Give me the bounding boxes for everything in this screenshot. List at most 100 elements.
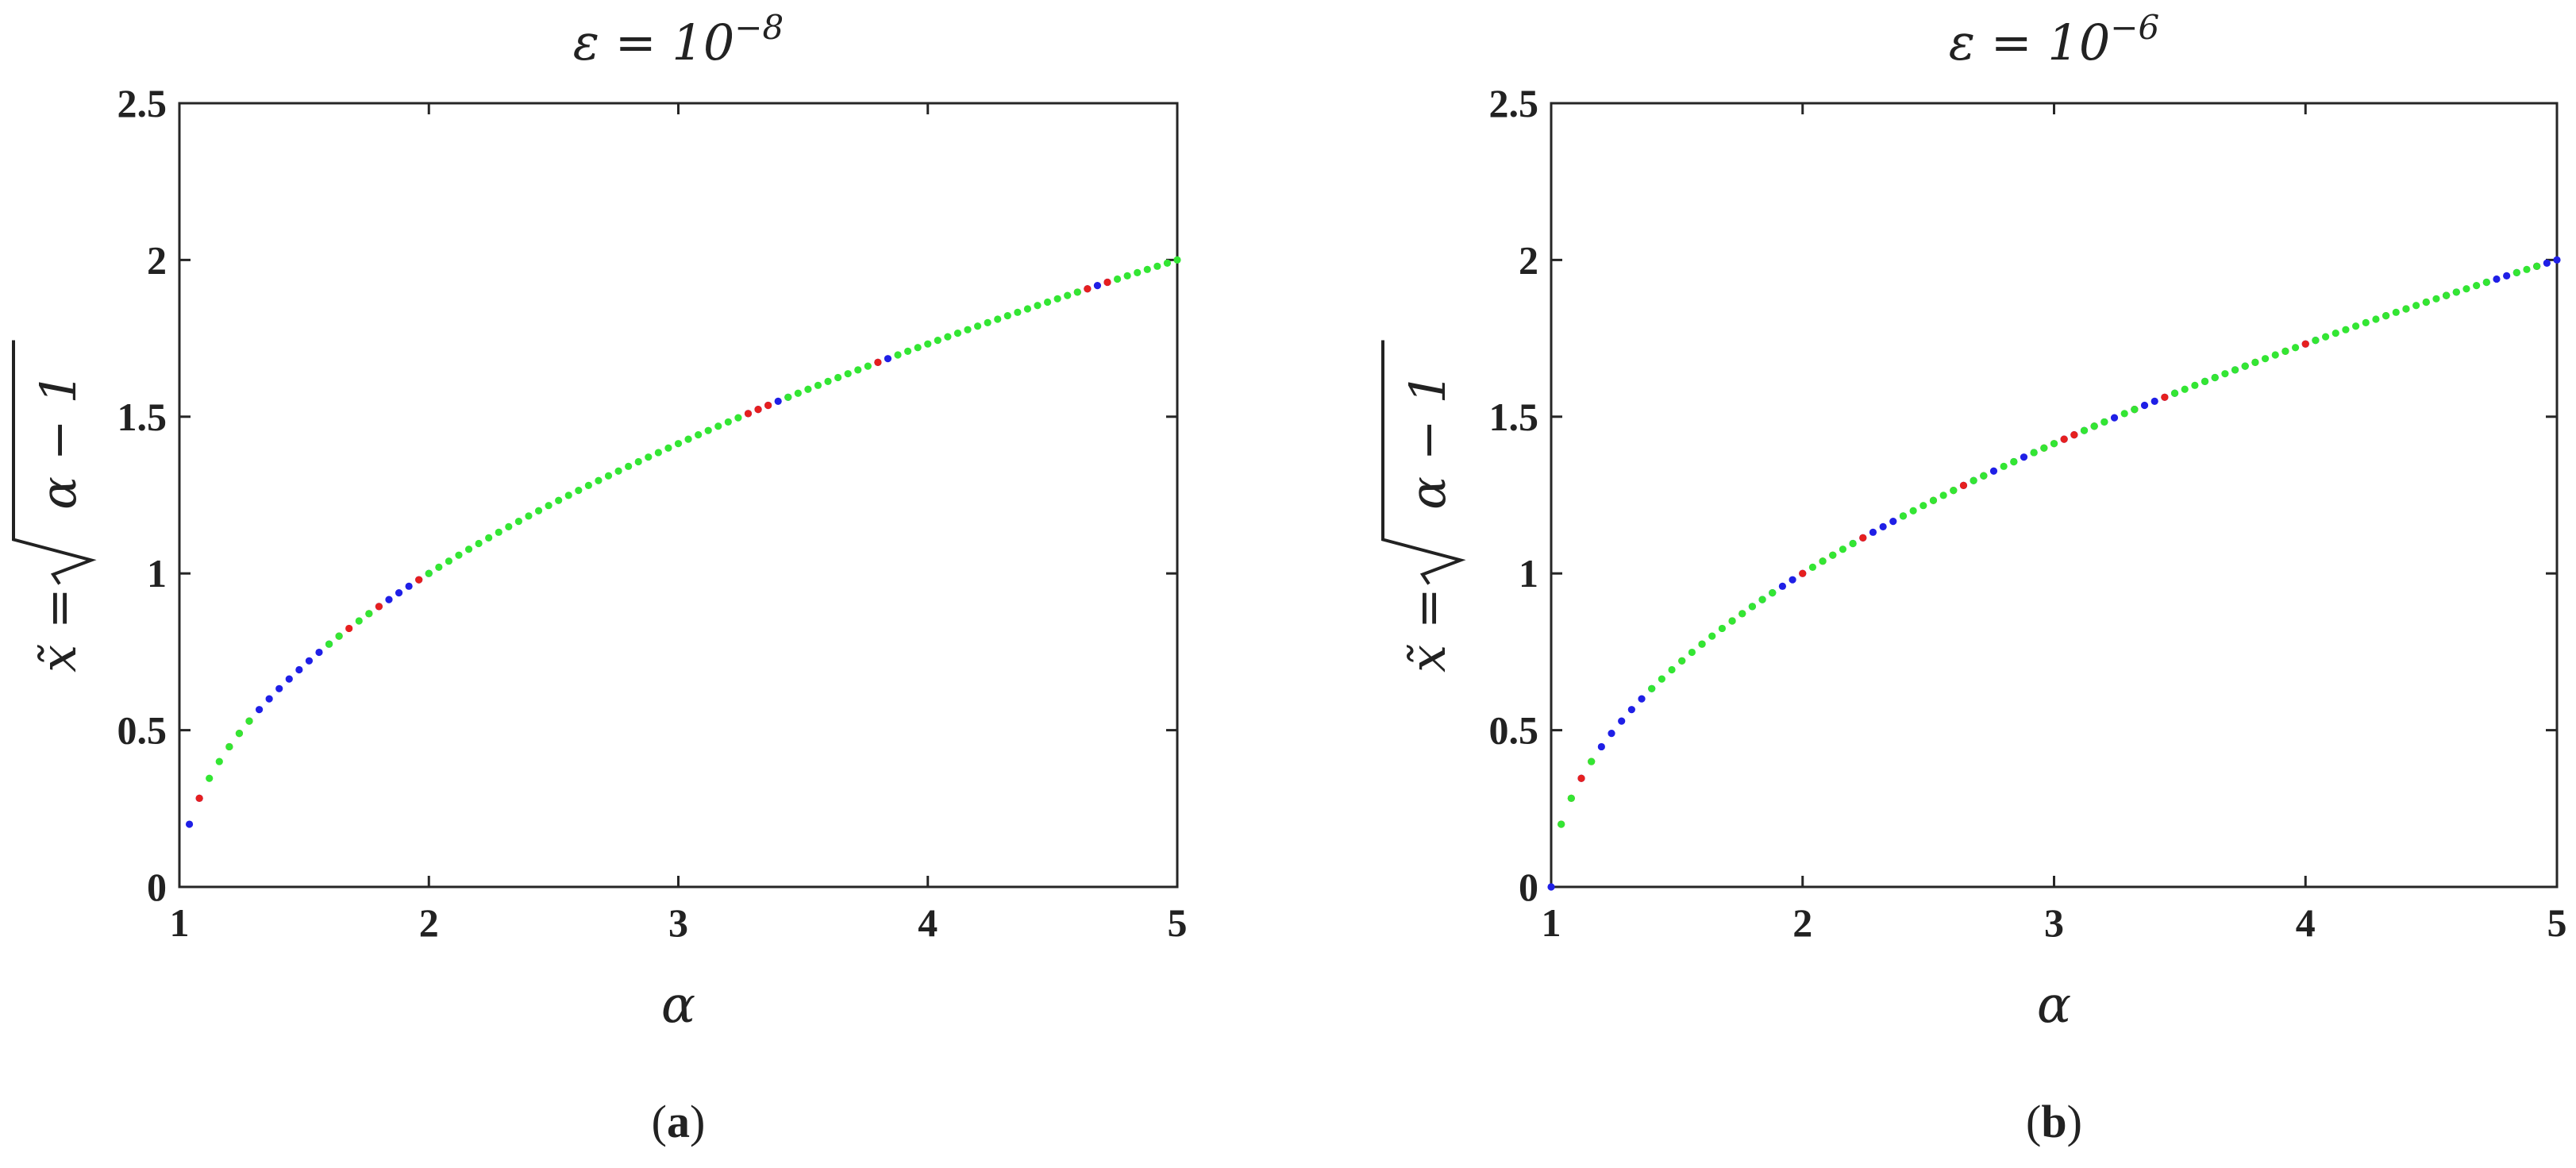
data-point-blue <box>1778 582 1787 590</box>
data-point-green <box>1064 291 1072 299</box>
data-point-red <box>2301 340 2309 348</box>
data-point-green <box>1728 617 1736 625</box>
x-axis-label: α <box>2037 976 2071 1035</box>
axes-box <box>1550 102 2559 889</box>
data-point-green <box>1950 487 1958 495</box>
data-point-green <box>2372 315 2380 323</box>
sqrt-radical-icon <box>1381 340 1466 585</box>
data-point-green <box>225 742 233 751</box>
data-point-green <box>1970 476 1977 484</box>
series-blue <box>185 278 1111 828</box>
data-point-green <box>1748 603 1756 611</box>
data-point-green <box>645 453 653 461</box>
data-point-green <box>794 389 802 397</box>
data-point-green <box>2443 291 2451 299</box>
chart-panel-a: 1 2 3 4 5 0 0.5 1 1.5 2 2.5 ε = 10−8 α x̃ = α − 1 (a) <box>12 8 1188 1147</box>
data-point-blue <box>2020 453 2028 461</box>
data-point-green <box>325 640 333 648</box>
data-point-green <box>435 563 443 571</box>
data-point-red <box>2060 435 2068 443</box>
y-tick-label: 0.5 <box>117 708 167 753</box>
data-point-blue <box>295 665 303 674</box>
data-point-green <box>1929 496 1938 504</box>
sqrt-radical-icon <box>12 340 97 585</box>
data-point-blue <box>1869 528 1877 536</box>
data-point-green <box>245 717 253 725</box>
data-point-blue <box>305 657 314 665</box>
data-point-green <box>2201 377 2209 386</box>
data-point-green <box>1718 624 1726 633</box>
data-point-blue <box>2110 414 2119 422</box>
y-tick-label: 0 <box>147 865 167 909</box>
axes-box <box>178 102 1179 889</box>
data-point-green <box>2473 282 2481 290</box>
data-point-green <box>2131 406 2139 414</box>
data-point-green <box>1849 539 1857 548</box>
data-point-green <box>2452 288 2460 296</box>
data-point-blue <box>315 648 323 657</box>
data-point-green <box>1023 305 1032 313</box>
chart-panel-b: 1 2 3 4 5 0 0.5 1 1.5 2 2.5 ε = 10−6 α x̃ = α − 1 (b) <box>1381 8 2567 1147</box>
data-point-green <box>1143 265 1151 273</box>
data-point-blue <box>405 582 413 590</box>
data-point-green <box>1134 268 1142 276</box>
data-point-green <box>654 449 662 457</box>
data-point-blue <box>1989 467 1998 475</box>
data-point-green <box>834 373 842 382</box>
data-point-blue <box>275 684 283 692</box>
panel-caption: (a) <box>652 1096 706 1147</box>
data-point-green <box>1829 551 1837 559</box>
data-point-green <box>1567 794 1575 802</box>
data-point-green <box>953 330 962 337</box>
data-point-green <box>2231 366 2239 374</box>
data-point-green <box>2432 295 2440 303</box>
data-point-green <box>2251 358 2259 366</box>
data-point-green <box>525 512 533 520</box>
data-point-green <box>2342 326 2350 333</box>
data-point-green <box>514 517 522 526</box>
data-point-red <box>195 794 203 802</box>
data-point-blue <box>1638 695 1646 703</box>
data-point-green <box>1758 596 1766 603</box>
data-point-blue <box>185 820 194 828</box>
data-point-green <box>2050 440 2058 448</box>
data-point-red <box>375 603 383 611</box>
data-point-green <box>1909 507 1917 515</box>
data-point-green <box>534 507 543 515</box>
data-point-green <box>2312 337 2320 345</box>
data-point-green <box>1808 563 1817 571</box>
data-point-green <box>914 344 922 352</box>
data-point-green <box>425 569 433 577</box>
data-point-blue <box>2493 275 2501 283</box>
data-point-green <box>854 366 862 374</box>
data-point-green <box>1708 632 1716 640</box>
data-point-green <box>495 528 502 536</box>
y-tick-label: 0 <box>1519 865 1538 909</box>
data-point-green <box>704 426 712 434</box>
chart-title-base: ε = 10 <box>1949 13 2111 71</box>
data-point-green <box>934 337 941 345</box>
data-point-green <box>2010 457 2018 466</box>
data-point-green <box>994 315 1002 323</box>
data-point-green <box>2120 410 2128 418</box>
y-tick-label: 1.5 <box>117 395 167 439</box>
data-point-red <box>1577 774 1585 782</box>
data-point-green <box>2392 308 2400 316</box>
data-point-green <box>1173 256 1181 264</box>
data-point-blue <box>2543 259 2551 267</box>
data-point-green <box>455 551 463 559</box>
data-point-red <box>754 406 762 414</box>
data-point-green <box>475 539 483 548</box>
data-point-green <box>664 444 672 452</box>
panel-caption: (b) <box>2026 1096 2082 1147</box>
data-point-green <box>1123 272 1131 279</box>
data-point-green <box>2100 418 2108 426</box>
data-point-green <box>604 472 613 480</box>
data-point-green <box>1014 308 1022 316</box>
x-tick-label: 1 <box>170 900 190 945</box>
data-point-green <box>2271 351 2279 359</box>
data-point-red <box>345 624 353 633</box>
data-point-blue <box>285 675 293 683</box>
data-point-green <box>564 491 572 499</box>
data-point-blue <box>1627 706 1635 714</box>
